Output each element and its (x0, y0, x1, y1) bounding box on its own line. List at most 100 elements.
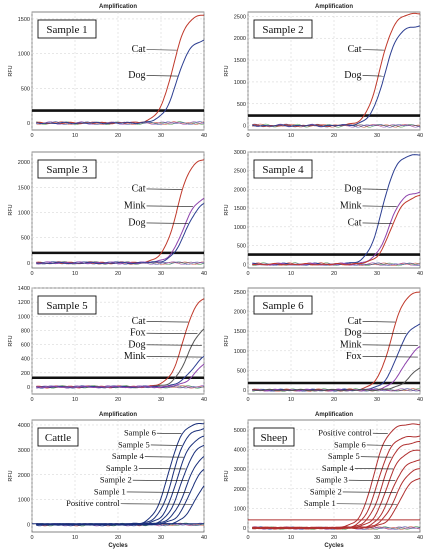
y-tick-label: 3000 (234, 150, 246, 156)
series-annotation: Positive control (318, 428, 372, 438)
x-tick-label: 40 (201, 397, 207, 403)
y-axis-label: RFU (8, 470, 14, 481)
y-tick-label: 2000 (234, 487, 246, 493)
x-tick-label: 30 (158, 397, 164, 403)
y-tick-label: 0 (243, 526, 246, 532)
y-tick-label: 4000 (234, 447, 246, 453)
x-tick-label: 10 (72, 133, 78, 139)
y-axis-label: RFU (224, 65, 230, 76)
series-annotation: Fox (130, 328, 146, 339)
sample-label: Sample 6 (262, 300, 304, 312)
series-line-dog (36, 202, 205, 265)
annotation-leader (156, 432, 182, 434)
x-tick-label: 0 (30, 271, 33, 277)
x-tick-label: 20 (115, 133, 121, 139)
y-tick-label: 1000 (234, 225, 246, 231)
series-annotation: Sample 1 (94, 486, 126, 496)
x-axis-label: Cycles (324, 543, 344, 549)
sample-label: Sample 2 (262, 24, 303, 36)
y-tick-label: 1500 (234, 206, 246, 212)
annotation-leader (144, 456, 184, 458)
x-tick-label: 0 (246, 535, 249, 541)
y-axis-label: RFU (8, 204, 14, 215)
annotation-leader (146, 321, 189, 323)
chart-panel-3: 0 10 20 30 40 0 500 1000 1500 2000 RFU Cat Mink Dog Sa… (8, 151, 207, 277)
y-tick-label: 500 (21, 236, 30, 242)
x-tick-label: 30 (374, 271, 380, 277)
series-annotation: Cat (132, 316, 146, 327)
chart-title: Amplification (315, 4, 353, 10)
series-annotation: Sample 2 (100, 475, 132, 485)
sample-label: Sample 4 (262, 164, 304, 176)
series-annotation: Positive control (66, 498, 120, 508)
y-tick-label: 0 (243, 262, 246, 268)
x-tick-label: 40 (201, 271, 207, 277)
series-annotation: Cat (132, 44, 146, 55)
x-axis-label: Cycles (108, 543, 128, 549)
sample-label-box (37, 159, 97, 179)
annotation-leader (362, 332, 407, 334)
y-tick-label: 1000 (234, 80, 246, 86)
y-tick-label: 1400 (18, 286, 30, 292)
x-tick-label: 10 (288, 271, 294, 277)
annotation-leader (348, 479, 396, 482)
sample-label-box (253, 295, 313, 315)
sample-label-box (253, 19, 313, 39)
x-tick-label: 0 (30, 397, 33, 403)
y-tick-label: 600 (21, 343, 30, 349)
sample-label-box (37, 427, 79, 447)
annotation-leader (146, 205, 193, 207)
series-line-fox (252, 367, 421, 392)
y-tick-label: 1500 (18, 185, 30, 191)
x-tick-label: 10 (72, 271, 78, 277)
sample-label-box (253, 427, 295, 447)
series-line-mink (252, 191, 421, 266)
annotation-leader (354, 468, 394, 470)
chart-panel-4: 0 10 20 30 40 0 500 1000 1500 2000 2500 3000 RFU Dog M… (224, 150, 423, 277)
x-tick-label: 10 (72, 397, 78, 403)
annotation-leader (146, 49, 177, 51)
annotation-leader (146, 344, 202, 346)
annotation-leader (150, 444, 182, 446)
series-line-dog (252, 25, 421, 127)
y-tick-label: 800 (21, 328, 30, 334)
y-tick-label: 2000 (234, 187, 246, 193)
annotation-leader (362, 344, 418, 346)
series-annotation: Mink (124, 200, 146, 211)
series-annotation: Dog (128, 70, 145, 81)
chart-panel-1: 0 10 20 30 40 0 500 1000 1500 Amplification RFU Cat… (8, 4, 207, 139)
x-tick-label: 30 (374, 133, 380, 139)
sample-label-box (37, 19, 97, 39)
y-tick-label: 0 (243, 124, 246, 130)
y-tick-label: 500 (21, 86, 30, 92)
x-tick-label: 30 (158, 535, 164, 541)
series-annotation: Fox (346, 351, 362, 362)
y-tick-label: 1000 (234, 506, 246, 512)
y-tick-label: 1200 (18, 300, 30, 306)
y-tick-label: 2500 (234, 169, 246, 175)
y-tick-label: 3000 (18, 448, 30, 454)
series-annotation: Dog (344, 70, 361, 81)
x-tick-label: 30 (158, 271, 164, 277)
y-tick-label: 1000 (18, 498, 30, 504)
x-tick-label: 0 (246, 271, 249, 277)
x-tick-label: 30 (374, 535, 380, 541)
series-line-mink (36, 363, 205, 389)
annotation-leader (362, 49, 385, 51)
series-line-cat (252, 12, 420, 127)
annotation-leader (132, 479, 188, 482)
series-line-mink (36, 197, 205, 265)
y-tick-label: 500 (237, 244, 246, 250)
series-annotation: Dog (344, 183, 361, 194)
series-annotation: Sample 2 (310, 486, 342, 496)
x-tick-label: 40 (417, 271, 423, 277)
x-tick-label: 10 (288, 133, 294, 139)
y-tick-label: 3000 (234, 467, 246, 473)
series-annotation: Mink (340, 200, 362, 211)
x-tick-label: 40 (201, 133, 207, 139)
series-annotation: Sample 1 (304, 498, 336, 508)
annotation-leader (366, 444, 392, 446)
y-tick-label: 2000 (18, 473, 30, 479)
